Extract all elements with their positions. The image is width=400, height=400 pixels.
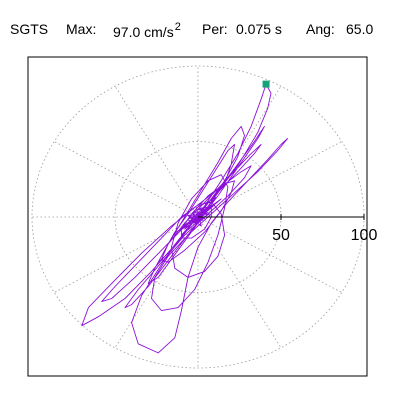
grid-spoke-240 xyxy=(114,216,199,348)
header-bar: SGTS Max: 97.0 cm/s2 Per: 0.075 s Ang: 6… xyxy=(0,13,400,43)
grid-spoke-330 xyxy=(197,216,342,293)
max-label: Max: xyxy=(66,21,97,37)
max-unit-exponent: 2 xyxy=(174,21,181,33)
grid-spoke-30 xyxy=(197,141,342,218)
station-name: SGTS xyxy=(10,21,49,37)
plot-frame xyxy=(27,56,368,377)
radial-axis: 50 100 xyxy=(198,214,377,244)
grid-spoke-150 xyxy=(54,141,199,218)
period-label: Per: xyxy=(202,21,228,37)
grid-spoke-210 xyxy=(54,216,199,293)
max-value: 97.0 cm/s2 xyxy=(113,21,181,40)
angle-value: 65.0 xyxy=(346,21,374,37)
grid-spoke-300 xyxy=(197,216,282,348)
orbit-trace xyxy=(81,83,289,354)
peak-marker xyxy=(262,80,270,88)
radial-tick-label-50: 50 xyxy=(272,227,290,244)
peak-marker-layer xyxy=(262,80,270,88)
grid-spoke-120 xyxy=(114,86,199,218)
max-value-text: 97.0 cm/s xyxy=(113,24,174,40)
orbit-trace-path xyxy=(81,83,289,354)
radial-tick-label-100: 100 xyxy=(351,227,378,244)
period-value: 0.075 s xyxy=(236,21,282,37)
angle-label: Ang: xyxy=(306,21,335,37)
